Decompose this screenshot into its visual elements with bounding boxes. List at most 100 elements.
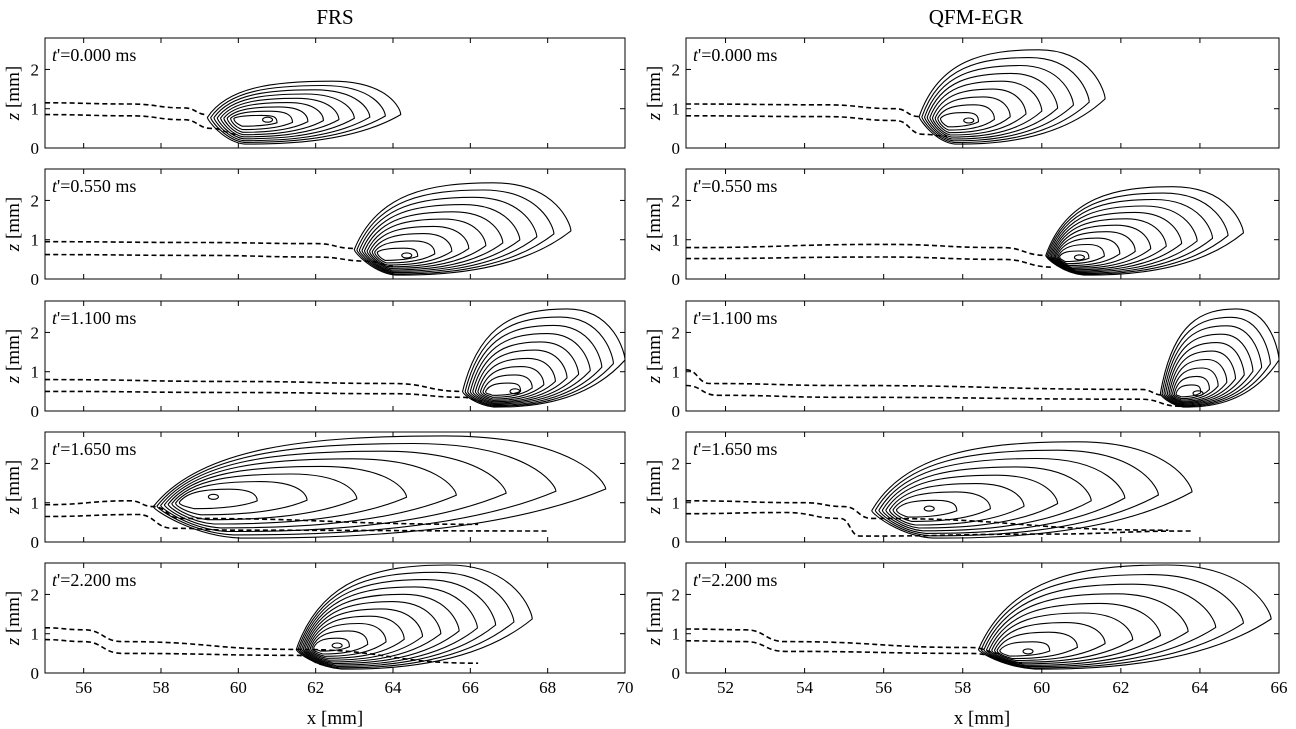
contour-level bbox=[924, 64, 1074, 142]
y-axis-label-unit: [mm] bbox=[3, 591, 24, 638]
x-tick-label: 68 bbox=[539, 678, 556, 697]
contour-level bbox=[991, 612, 1134, 663]
y-tick-label: 2 bbox=[672, 323, 681, 342]
y-tick-label: 2 bbox=[672, 60, 681, 79]
x-tick-label: 62 bbox=[307, 678, 324, 697]
panel: 52 54 56 58 60 62 64 66 0 1 2 z [mm] t'=2.200 ms bbox=[644, 562, 1288, 697]
y-axis-label: z [mm] bbox=[644, 591, 665, 646]
contour-level bbox=[1056, 237, 1121, 267]
y-axis-label: z [mm] bbox=[3, 591, 24, 646]
time-label: t'=0.000 ms bbox=[693, 45, 777, 65]
iso-line-dashed bbox=[686, 115, 947, 137]
x-tick-label: 58 bbox=[153, 678, 170, 697]
time-label-var: t bbox=[52, 439, 58, 459]
contour-level bbox=[1045, 186, 1244, 276]
time-label-value: '=0.550 ms bbox=[698, 176, 777, 196]
time-label-var: t bbox=[693, 176, 699, 196]
contour-peak bbox=[963, 117, 975, 124]
contour-level bbox=[477, 357, 556, 401]
contour-level bbox=[311, 630, 369, 655]
panel: 0 1 2 z [mm] t'=0.550 ms bbox=[3, 168, 626, 289]
time-label-value: '=1.100 ms bbox=[698, 308, 777, 328]
contour-level bbox=[895, 499, 958, 518]
iso-line-dashed bbox=[686, 640, 1023, 664]
contour-level bbox=[1168, 350, 1237, 403]
contour-level bbox=[175, 481, 308, 516]
y-tick-label: 0 bbox=[31, 270, 40, 289]
time-label: t'=1.100 ms bbox=[52, 308, 136, 328]
contour-level bbox=[1163, 325, 1263, 406]
time-label: t'=2.200 ms bbox=[693, 570, 777, 590]
panel: 56 58 60 62 64 66 68 70 0 1 2 z [mm] t'=2.200 ms bbox=[3, 562, 634, 697]
contour-peak bbox=[331, 642, 343, 649]
time-label-var: t bbox=[693, 45, 699, 65]
contour-level bbox=[926, 72, 1059, 140]
time-label-var: t bbox=[693, 570, 699, 590]
contour-level bbox=[472, 341, 580, 404]
contour-level bbox=[171, 473, 358, 521]
iso-line-dashed bbox=[45, 499, 479, 526]
contour-body bbox=[686, 186, 1244, 276]
contour-level bbox=[1050, 211, 1183, 272]
y-tick-label: 2 bbox=[672, 454, 681, 473]
contour-body bbox=[45, 308, 625, 408]
y-tick-label: 2 bbox=[31, 454, 40, 473]
xlabel-frs: x [mm] bbox=[307, 708, 363, 729]
contour-level bbox=[878, 457, 1126, 534]
contour-body bbox=[45, 564, 533, 670]
y-tick-label: 0 bbox=[31, 664, 40, 683]
x-tick-label: 60 bbox=[1033, 678, 1050, 697]
contour-level bbox=[313, 637, 350, 652]
contour-level bbox=[996, 631, 1078, 660]
y-axis-label-var: z bbox=[3, 375, 24, 384]
contour-peak bbox=[401, 252, 413, 259]
contour-level bbox=[299, 579, 497, 667]
contour-level bbox=[1049, 205, 1198, 273]
panel: 0 1 2 z [mm] t'=0.000 ms bbox=[644, 37, 1280, 158]
contour-peak bbox=[207, 493, 219, 500]
iso-line-dashed bbox=[686, 511, 1193, 537]
y-tick-label: 2 bbox=[31, 191, 40, 210]
iso-line-dashed bbox=[45, 253, 394, 268]
contour-level bbox=[369, 225, 470, 268]
contour-level bbox=[353, 182, 572, 276]
time-label: t'=0.550 ms bbox=[693, 176, 777, 196]
y-tick-label: 0 bbox=[672, 139, 681, 158]
contour-level bbox=[1161, 316, 1271, 407]
iso-line-dashed bbox=[45, 102, 208, 116]
time-label: t'=1.650 ms bbox=[693, 439, 777, 459]
x-tick-label: 66 bbox=[1271, 678, 1288, 697]
contour-level bbox=[1172, 367, 1219, 401]
contour-level bbox=[371, 233, 453, 266]
contour-level bbox=[931, 88, 1027, 136]
y-tick-label: 1 bbox=[31, 625, 40, 644]
y-tick-label: 1 bbox=[672, 494, 681, 513]
y-tick-label: 2 bbox=[672, 585, 681, 604]
x-tick-label: 54 bbox=[796, 678, 814, 697]
iso-line-dashed bbox=[686, 103, 920, 118]
contour-level bbox=[306, 608, 424, 661]
contour-level bbox=[467, 324, 603, 406]
y-tick-label: 0 bbox=[672, 664, 681, 683]
contour-level bbox=[479, 366, 545, 400]
contour-level bbox=[210, 84, 386, 143]
y-axis-label-unit: [mm] bbox=[3, 66, 24, 113]
x-tick-label: 56 bbox=[75, 678, 92, 697]
panel-frame bbox=[44, 37, 626, 149]
contour-level bbox=[1175, 384, 1202, 398]
y-axis-label-var: z bbox=[644, 637, 665, 646]
panel: 0 1 2 z [mm] t'=1.650 ms bbox=[3, 431, 626, 552]
contour-level bbox=[178, 488, 258, 510]
contour-level bbox=[356, 189, 555, 275]
x-tick-label: 66 bbox=[462, 678, 479, 697]
y-axis-label-var: z bbox=[644, 112, 665, 121]
y-axis-label: z [mm] bbox=[3, 66, 24, 121]
contour-peak bbox=[509, 388, 521, 395]
contour-level bbox=[297, 571, 515, 669]
y-axis-label-unit: [mm] bbox=[644, 197, 665, 244]
iso-line-dashed bbox=[45, 390, 482, 402]
panel-frame bbox=[685, 562, 1280, 674]
contour-level bbox=[156, 442, 557, 536]
y-axis-label: z [mm] bbox=[3, 460, 24, 515]
time-label-value: '=0.000 ms bbox=[698, 45, 777, 65]
